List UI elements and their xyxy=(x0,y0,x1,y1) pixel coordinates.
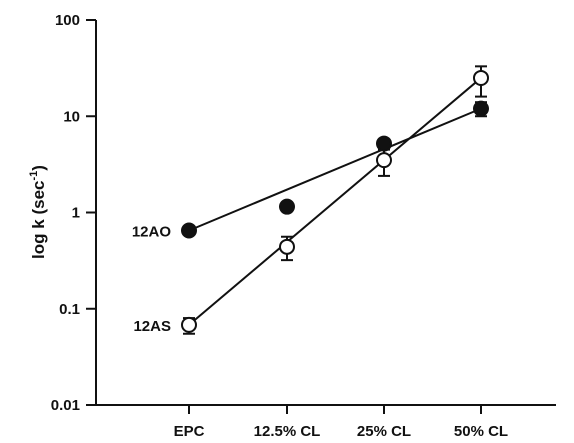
point-12as xyxy=(181,316,197,333)
point-12ao xyxy=(279,198,295,215)
point-12ao xyxy=(473,100,489,117)
point-12ao xyxy=(376,135,392,152)
y-axis-title-sup: -1 xyxy=(28,171,40,181)
x-tick-label: 12.5% CL xyxy=(254,423,321,440)
fit-lines xyxy=(188,77,482,326)
fit-line-12as xyxy=(188,77,482,326)
x-tick-label: 25% CL xyxy=(357,423,411,440)
y-tick-label: 10 xyxy=(63,108,80,125)
y-axis-title-main: log k (sec xyxy=(29,181,48,259)
y-tick-label: 100 xyxy=(55,12,80,29)
y-axis-title-suffix: ) xyxy=(29,165,48,171)
series-label-12as: 12AS xyxy=(133,318,171,335)
error-bars xyxy=(183,65,487,335)
y-ticks: 0.01 0.1 1 10 100 xyxy=(51,12,96,414)
fit-line-12ao xyxy=(188,107,482,232)
x-tick-label: EPC xyxy=(174,423,205,440)
x-tick-label: 50% CL xyxy=(454,423,508,440)
y-tick-label: 1 xyxy=(72,205,80,222)
point-12as xyxy=(376,152,392,169)
point-12as xyxy=(279,238,295,255)
series-labels: 12AO 12AS xyxy=(132,224,172,335)
points xyxy=(181,69,489,333)
series-label-12ao: 12AO xyxy=(132,224,172,241)
y-tick-label: 0.1 xyxy=(59,301,80,318)
x-ticks: EPC 12.5% CL 25% CL 50% CL xyxy=(174,405,508,440)
y-axis-title: log k (sec-1) xyxy=(28,165,48,259)
y-tick-label: 0.01 xyxy=(51,397,80,414)
point-12as xyxy=(473,69,489,86)
point-12ao xyxy=(181,222,197,239)
